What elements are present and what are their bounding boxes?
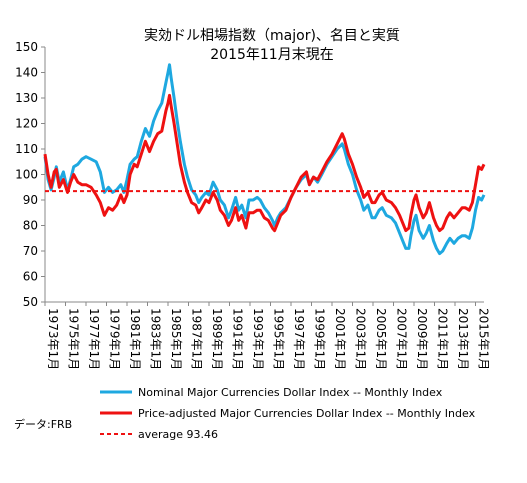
x-tick-label: 2011年1月 <box>435 308 449 370</box>
x-tick-label: 1993年1月 <box>251 308 265 370</box>
x-tick-label: 1985年1月 <box>169 308 183 370</box>
y-tick-label: 100 <box>15 168 38 182</box>
x-tick-label: 1997年1月 <box>292 308 306 370</box>
x-tick-label: 1995年1月 <box>271 308 285 370</box>
y-tick-label: 150 <box>15 40 38 54</box>
axes: 50 60 70 80 90 100 110 120 130 140 150 1973年1月 1975年… <box>15 40 490 370</box>
y-tick-label: 50 <box>23 295 38 309</box>
x-tick-label: 2015年1月 <box>476 308 490 370</box>
x-tick-label: 2003年1月 <box>353 308 367 370</box>
y-tick-label: 70 <box>23 244 38 258</box>
x-tick-label: 2007年1月 <box>394 308 408 370</box>
y-tick-label: 140 <box>15 66 38 80</box>
legend-label-average: average 93.46 <box>138 428 218 441</box>
x-tick-label: 1987年1月 <box>189 308 203 370</box>
x-tick-label: 1991年1月 <box>230 308 244 370</box>
series-line-nominal <box>43 63 486 256</box>
legend-label-nominal: Nominal Major Currencies Dollar Index --… <box>138 386 443 399</box>
x-tick-label: 1983年1月 <box>148 308 162 370</box>
x-tick-label: 2013年1月 <box>456 308 470 370</box>
x-tick-label: 1973年1月 <box>46 308 60 370</box>
x-tick-label: 1989年1月 <box>210 308 224 370</box>
series-layer <box>43 63 486 256</box>
y-tick-label: 110 <box>15 142 38 156</box>
x-tick-label: 1981年1月 <box>128 308 142 370</box>
y-tick-label: 120 <box>15 117 38 131</box>
legend: Nominal Major Currencies Dollar Index --… <box>100 386 476 441</box>
chart-title: 実効ドル相場指数（major)、名目と実質 <box>144 28 400 44</box>
x-tick-label: 1979年1月 <box>107 308 121 370</box>
y-tick-label: 80 <box>23 219 38 233</box>
x-tick-label: 1975年1月 <box>66 308 80 370</box>
x-tick-label: 1999年1月 <box>312 308 326 370</box>
y-tick-label: 60 <box>23 270 38 284</box>
y-tick-label: 90 <box>23 193 38 207</box>
legend-label-real: Price-adjusted Major Currencies Dollar I… <box>138 407 476 420</box>
x-tick-label: 1977年1月 <box>87 308 101 370</box>
source-note: データ:FRB <box>14 417 72 431</box>
y-tick-label: 130 <box>15 91 38 105</box>
x-tick-label: 2009年1月 <box>415 308 429 370</box>
x-tick-label: 2001年1月 <box>333 308 347 370</box>
series-line-real <box>43 93 486 233</box>
chart-subtitle: 2015年11月末現在 <box>210 47 333 63</box>
x-tick-label: 2005年1月 <box>374 308 388 370</box>
